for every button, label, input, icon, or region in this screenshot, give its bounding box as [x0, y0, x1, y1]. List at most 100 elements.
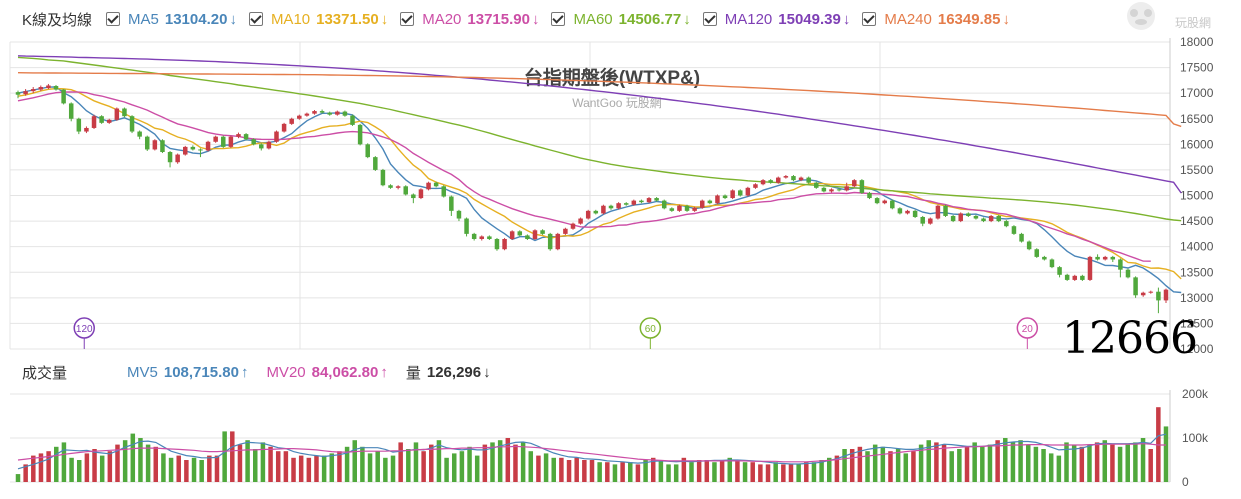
y-tick-label: 13000 [1180, 291, 1214, 305]
checkbox-icon[interactable] [400, 12, 415, 26]
volume-bar [222, 431, 227, 482]
volume-bar [811, 462, 817, 482]
candle [502, 237, 507, 251]
candle [623, 202, 629, 206]
legend-item-2[interactable]: MA20 13715.90 ↓ [400, 11, 539, 28]
volume-bar [827, 457, 832, 482]
candle [684, 204, 690, 212]
period-marker-120[interactable]: 120 [73, 317, 95, 349]
volume-bar [99, 455, 105, 482]
legend-item-arrow: ↓ [531, 10, 540, 28]
candle [905, 209, 910, 215]
legend-item-1[interactable]: MA10 13371.50 ↓ [248, 10, 388, 28]
volume-bar [559, 457, 564, 482]
price-chart: 18000 17500 17000 16500 16000 15500 15000 14500… [9, 35, 1214, 355]
legend-item-5[interactable]: MA240 16349.85 ↓ [862, 11, 1010, 28]
volume-bar [31, 455, 36, 482]
candle [821, 186, 827, 193]
candle [1080, 274, 1085, 281]
candle [441, 185, 446, 198]
candle [365, 143, 370, 159]
candle [760, 179, 766, 186]
candle [532, 229, 538, 241]
legend-item-3[interactable]: MA60 14506.77 ↓ [551, 11, 691, 28]
volume-bar [1003, 438, 1008, 482]
volume-bar [551, 457, 556, 482]
candle [1095, 254, 1100, 261]
candle [236, 132, 241, 139]
legend-item-label: MA120 [724, 10, 773, 28]
candle [943, 204, 948, 217]
legend-item-value: 13371.50 [316, 10, 379, 28]
volume-bar [597, 462, 602, 482]
candle [243, 133, 249, 141]
volume-bar [61, 442, 67, 482]
candle [259, 143, 264, 151]
volume-legend-item-label: MV20 [266, 364, 306, 381]
period-marker-label: 20 [1022, 324, 1034, 335]
candle [738, 189, 743, 197]
volume-bar [742, 462, 748, 482]
volume-legend-item-1[interactable]: MV20 84,062.80 ↑ [266, 364, 387, 381]
candle [228, 135, 234, 148]
candle [988, 214, 994, 223]
period-marker-20[interactable]: 20 [1016, 317, 1039, 349]
y-tick-label: 13500 [1180, 265, 1214, 279]
y-tick-label: 12000 [1180, 342, 1214, 355]
volume-legend-item-value: 126,296 [426, 364, 482, 381]
volume-legend-item-2[interactable]: 量 126,296 ↓ [406, 362, 491, 383]
volume-bar [872, 444, 878, 482]
volume-legend-item-0[interactable]: MV5 108,715.80 ↑ [127, 364, 248, 381]
big-price-overlay: 12666 [1062, 313, 1198, 364]
volume-bar [704, 460, 710, 482]
candle [464, 217, 469, 237]
volume-bar [1048, 453, 1054, 482]
volume-bar [949, 451, 954, 482]
y-tick-label: 18000 [1180, 35, 1214, 49]
volume-legend-item-value: 84,062.80 [311, 364, 379, 381]
volume-bar [964, 446, 970, 482]
checkbox-icon[interactable] [551, 12, 566, 26]
chart-subtitle: WantGoo 玩股網 [572, 96, 662, 110]
candle [509, 230, 515, 241]
volume-bar [46, 451, 51, 482]
volume-bar [1117, 446, 1123, 482]
candle [1125, 268, 1131, 279]
candle [525, 234, 530, 241]
candle [631, 199, 637, 206]
volume-legend-item-arrow: ↑ [380, 364, 388, 381]
candle [950, 214, 956, 223]
candle [213, 135, 218, 143]
volume-bar [314, 455, 319, 482]
volume-legend-item-arrow: ↓ [483, 364, 491, 381]
checkbox-icon[interactable] [702, 12, 717, 26]
volume-bar [696, 460, 702, 482]
volume-bar [54, 446, 59, 482]
volume-bar [1140, 438, 1146, 482]
candle [289, 117, 294, 125]
checkbox-icon[interactable] [862, 12, 877, 26]
candle [547, 232, 553, 251]
candle [129, 115, 135, 134]
volume-bar [291, 457, 296, 482]
legend-item-4[interactable]: MA120 15049.39 ↓ [702, 10, 850, 28]
volume-bar [191, 457, 197, 482]
candle [745, 186, 751, 197]
volume-bar [804, 462, 809, 482]
volume-bar [566, 460, 572, 482]
candle [144, 135, 150, 151]
period-marker-60[interactable]: 60 [639, 317, 662, 349]
candle [487, 235, 492, 241]
candle [1072, 274, 1078, 281]
candle [661, 199, 667, 210]
candle [517, 230, 523, 237]
checkbox-icon[interactable] [106, 12, 121, 26]
checkbox-icon[interactable] [248, 12, 263, 26]
volume-bar [444, 457, 449, 482]
candle [388, 184, 393, 189]
legend-item-0[interactable]: MA5 13104.20 ↓ [106, 11, 237, 28]
candle [555, 232, 561, 251]
candle [1019, 232, 1024, 243]
volume-bar [735, 460, 740, 482]
period-marker-label: 60 [645, 324, 657, 335]
